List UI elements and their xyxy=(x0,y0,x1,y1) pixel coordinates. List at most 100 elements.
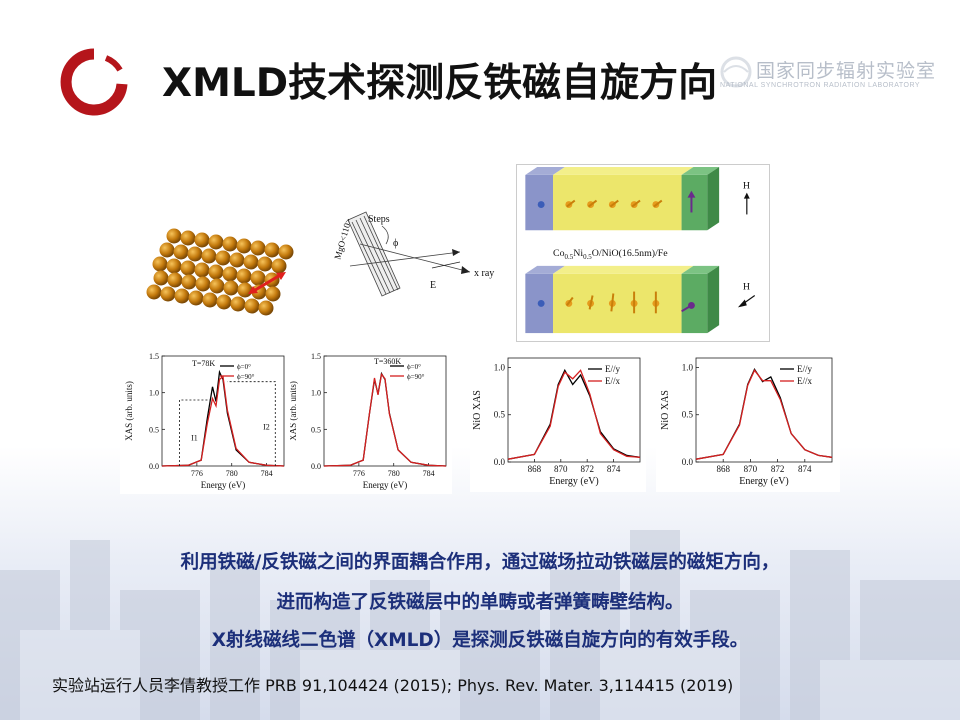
lattice-atom xyxy=(208,234,224,250)
chart-title: T=78K xyxy=(192,359,215,368)
lattice-atom xyxy=(194,232,210,248)
legend-label: E//y xyxy=(605,364,620,374)
xas-chart-360k: 776 780 784 0.0 0.5 1.0 1.5 Energy (eV) XAS (arb… xyxy=(290,346,452,494)
series-line xyxy=(323,372,447,467)
xray-label: x ray xyxy=(474,268,494,279)
spin-arrow xyxy=(251,272,283,294)
lattice-atom xyxy=(174,288,190,304)
lattice-atom xyxy=(195,276,211,292)
lattice-atom xyxy=(271,258,287,274)
lattice-atom xyxy=(230,296,246,312)
mgo-label: MgO<110> xyxy=(332,217,353,260)
lab-name-cn: 国家同步辐射实验室 xyxy=(756,60,937,82)
top-layer-stack xyxy=(525,166,720,231)
lattice-atom xyxy=(237,282,253,298)
spin-arrow-tail xyxy=(248,286,258,294)
y-tick-label: 0.5 xyxy=(149,425,159,434)
x-axis-label: Energy (eV) xyxy=(201,480,246,490)
y-tick-label: 1.5 xyxy=(149,352,159,361)
nio-xas-chart-1: 868 870 872 874 0.0 0.5 1.0 Energy (eV) NiO XAS E… xyxy=(470,350,646,492)
x-tick-label: 868 xyxy=(528,464,542,474)
i2-label: I2 xyxy=(263,422,270,431)
lab-name-en: NATIONAL SYNCHROTRON RADIATION LABORATOR… xyxy=(720,82,921,89)
spin-arrow-head xyxy=(276,272,286,280)
body-line-1: 利用铁磁/反铁磁之间的界面耦合作用，通过磁场拉动铁磁层的磁矩方向， xyxy=(180,552,780,573)
lattice-atom xyxy=(187,246,203,262)
x-tick-label: 870 xyxy=(744,464,758,474)
lattice-atom xyxy=(278,244,294,260)
legend-label: ϕ=90° xyxy=(407,373,425,381)
legend-label: ϕ=90° xyxy=(237,373,255,381)
body-line-2: 进而构造了反铁磁层中的单畴或者弹簧畴壁结构。 xyxy=(276,592,684,613)
lattice-atom xyxy=(160,286,176,302)
y-tick-label: 0.0 xyxy=(149,462,159,471)
x-tick-label: 870 xyxy=(554,464,568,474)
series-line xyxy=(695,369,833,460)
x-tick-label: 780 xyxy=(226,469,238,478)
lattice-atom xyxy=(223,280,239,296)
lab-watermark-icon xyxy=(720,56,752,88)
series-line xyxy=(507,368,641,460)
y-tick-label: 1.0 xyxy=(494,362,506,372)
series-line xyxy=(323,371,447,467)
bottom-layer-stack xyxy=(525,265,720,334)
y-tick-label: 1.0 xyxy=(149,389,159,398)
x-tick-label: 776 xyxy=(353,469,365,478)
lattice-atom xyxy=(208,264,224,280)
lattice-atom xyxy=(215,250,231,266)
lattice-figure xyxy=(134,222,324,322)
lattice-atom xyxy=(222,236,238,252)
legend-label: E//y xyxy=(797,364,812,374)
lattice-atom xyxy=(229,252,245,268)
y-tick-label: 0.0 xyxy=(494,457,506,467)
series-line xyxy=(161,369,285,467)
x-axis-label: Energy (eV) xyxy=(549,476,599,487)
lattice-atom xyxy=(201,248,217,264)
lattice-atom xyxy=(152,256,168,272)
field-label-top: H xyxy=(743,181,750,192)
lattice-atom xyxy=(250,240,266,256)
lattice-atom xyxy=(166,258,182,274)
lattice-atom xyxy=(258,300,274,316)
y-axis-label: NiO XAS xyxy=(660,390,671,430)
y-tick-label: 1.5 xyxy=(311,352,321,361)
lattice-atom xyxy=(265,286,281,302)
x-tick-label: 872 xyxy=(580,464,594,474)
lattice-atom xyxy=(180,230,196,246)
logo-icon xyxy=(60,48,128,116)
y-axis-label: XAS (arb. units) xyxy=(124,381,134,441)
lattice-atom xyxy=(181,274,197,290)
series-line xyxy=(161,375,285,467)
y-axis-label: NiO XAS xyxy=(472,390,483,430)
layer-structure-figure: H Co0.5Ni0.5O/NiO(16.5nm)/Fe xyxy=(516,164,770,342)
lattice-atom xyxy=(250,270,266,286)
city-background-image xyxy=(0,530,960,720)
lattice-atom xyxy=(166,228,182,244)
legend-label: E//x xyxy=(797,376,812,386)
x-tick-label: 874 xyxy=(607,464,621,474)
legend-label: ϕ=0° xyxy=(237,363,251,371)
body-line-3: X射线磁线二色谱（XMLD）是探测反铁磁自旋方向的有效手段。 xyxy=(211,630,749,651)
lattice-atom xyxy=(180,260,196,276)
lattice-atom xyxy=(153,270,169,286)
x-tick-label: 874 xyxy=(798,464,812,474)
lattice-atom xyxy=(216,294,232,310)
lattice-atom xyxy=(173,244,189,260)
y-tick-label: 1.0 xyxy=(682,362,694,372)
y-tick-label: 0.0 xyxy=(682,457,694,467)
xas-chart-78k: 776 780 784 0.0 0.5 1.0 1.5 Energy (eV) XAS (arb… xyxy=(120,346,290,494)
plot-frame xyxy=(323,355,447,467)
x-axis-label: Energy (eV) xyxy=(739,476,789,487)
legend-label: ϕ=0° xyxy=(407,363,421,371)
lattice-atom xyxy=(257,256,273,272)
lattice-atom xyxy=(159,242,175,258)
chart-title: T=360K xyxy=(374,357,401,366)
x-tick-label: 868 xyxy=(716,464,730,474)
slide-title: XMLD技术探测反铁磁自旋方向 xyxy=(162,61,718,106)
plot-frame xyxy=(507,357,641,463)
x-tick-label: 784 xyxy=(423,469,435,478)
nio-xas-chart-2: 868 870 872 874 0.0 0.5 1.0 Energy (eV) NiO XAS E… xyxy=(656,350,840,492)
x-tick-label: 872 xyxy=(771,464,785,474)
lattice-atom xyxy=(194,262,210,278)
